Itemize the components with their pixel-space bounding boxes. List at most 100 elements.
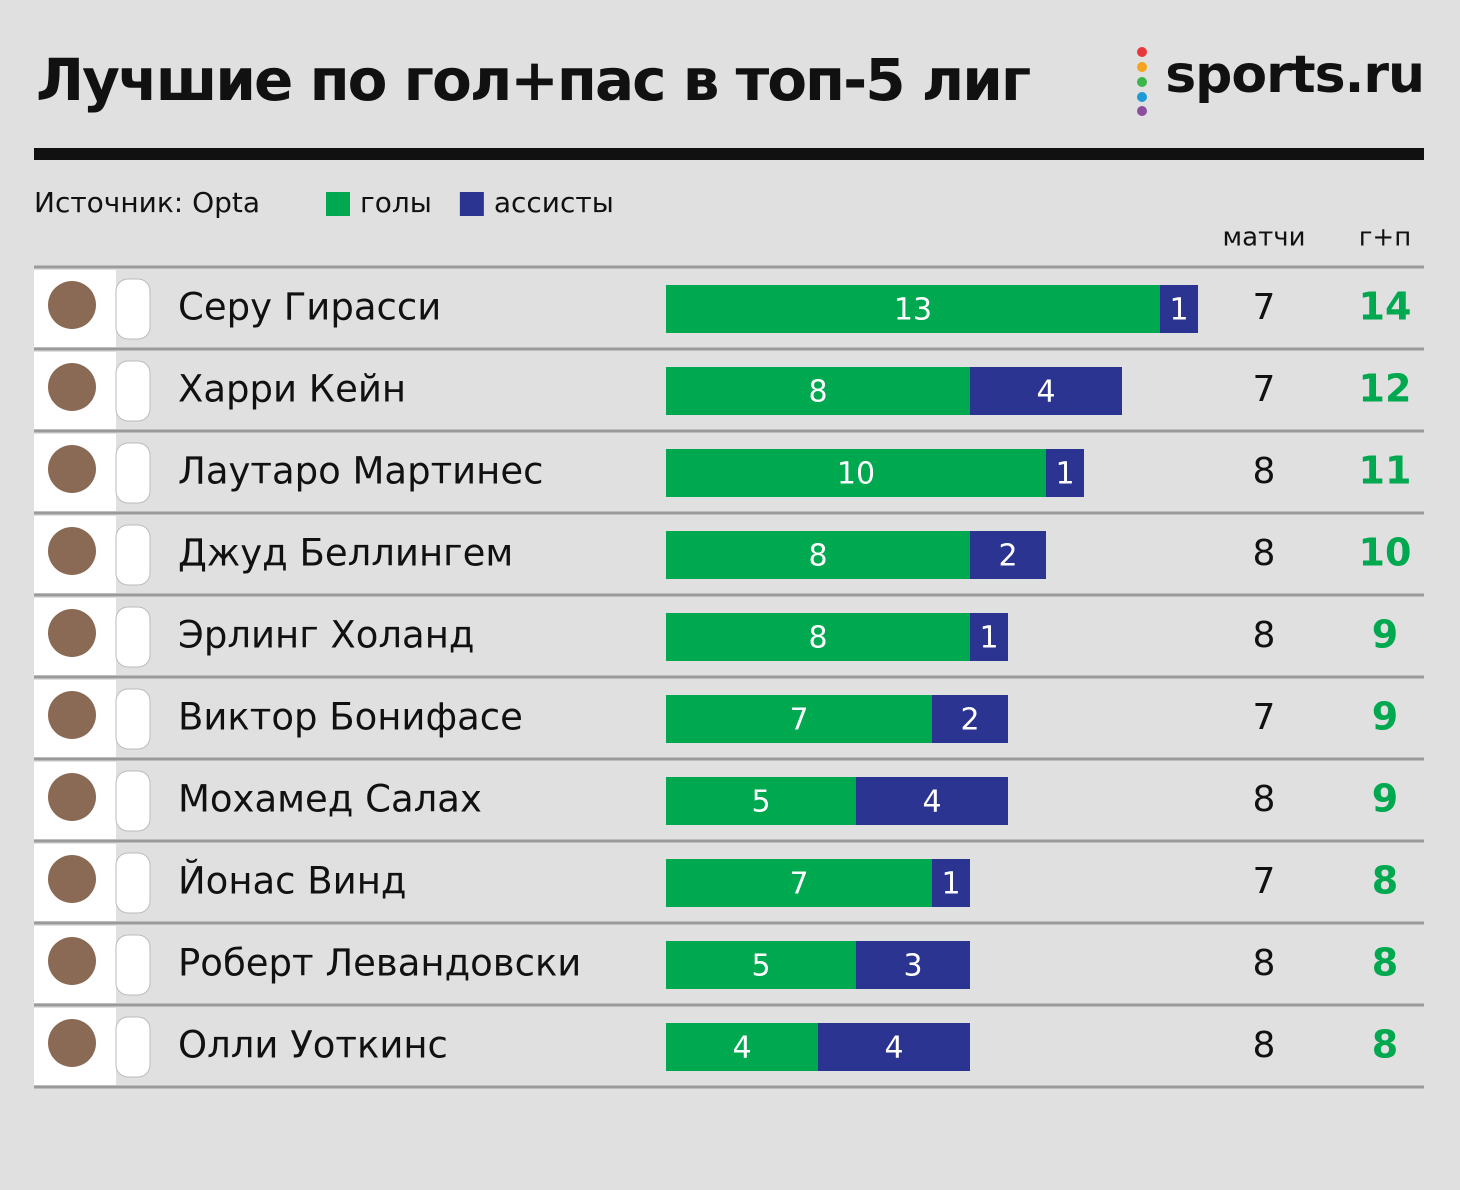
club-badge (115, 852, 151, 914)
total: 11 (1359, 449, 1412, 493)
column-header: матчи (1223, 223, 1306, 253)
player-head (48, 773, 96, 821)
player-name: Мохамед Салах (178, 778, 482, 821)
club-badge (115, 770, 151, 832)
bar-segment (970, 367, 1122, 415)
bar-label: 5 (751, 949, 770, 984)
matches: 8 (1253, 615, 1276, 656)
player-head (48, 445, 96, 493)
club-badge (115, 606, 151, 668)
total: 10 (1359, 531, 1412, 575)
bar-segment (666, 941, 856, 989)
bar-label: 7 (789, 703, 808, 738)
total: 12 (1359, 367, 1412, 411)
bar-segment (666, 859, 932, 907)
bar-label: 4 (884, 1031, 903, 1066)
legend-swatch (459, 192, 484, 216)
bar-label: 5 (751, 785, 770, 820)
player-head (48, 691, 96, 739)
chart-title: Лучшие по гол+пас в топ-5 лиг (36, 46, 1030, 114)
total: 9 (1372, 695, 1398, 739)
bar-label: 13 (894, 293, 932, 328)
matches: 8 (1253, 451, 1276, 492)
bar-segment (666, 367, 970, 415)
bar-label: 2 (998, 539, 1017, 574)
bar-label: 1 (1055, 457, 1074, 492)
club-badge (115, 442, 151, 504)
source: Источник: Opta (34, 186, 260, 219)
player-head (48, 937, 96, 985)
legend-label: ассисты (494, 186, 614, 219)
bar-segment (970, 613, 1008, 661)
legend-swatch (326, 192, 350, 216)
total: 9 (1372, 777, 1398, 821)
bar-segment (666, 1023, 818, 1071)
brand: sports.ru (1165, 45, 1424, 105)
bar-label: 10 (837, 457, 875, 492)
player-head (48, 609, 96, 657)
matches: 8 (1253, 1025, 1276, 1066)
club-badge (115, 278, 151, 340)
bar-label: 4 (922, 785, 941, 820)
bar-segment (666, 777, 856, 825)
matches: 8 (1253, 779, 1276, 820)
player-name: Роберт Левандовски (178, 942, 581, 985)
matches: 8 (1253, 533, 1276, 574)
bar-label: 4 (732, 1031, 751, 1066)
bar-segment (1046, 449, 1084, 497)
club-badge (115, 524, 151, 586)
total: 8 (1372, 1023, 1398, 1067)
bar-segment (856, 941, 970, 989)
bar-segment (932, 859, 970, 907)
bar-segment (666, 695, 932, 743)
matches: 7 (1253, 861, 1276, 902)
club-badge (115, 360, 151, 422)
bar-segment (666, 449, 1046, 497)
player-name: Эрлинг Холанд (178, 614, 475, 657)
column-header: г+п (1359, 223, 1411, 253)
player-name: Виктор Бонифасе (178, 696, 523, 739)
bar-label: 1 (941, 867, 960, 902)
matches: 8 (1253, 943, 1276, 984)
player-head (48, 363, 96, 411)
player-head (48, 281, 96, 329)
player-name: Харри Кейн (178, 368, 406, 411)
bar-segment (666, 613, 970, 661)
bar-label: 4 (1036, 375, 1055, 410)
player-name: Лаутаро Мартинес (178, 450, 543, 493)
player-name: Джуд Беллингем (178, 532, 513, 575)
legend-label: голы (360, 186, 432, 219)
total: 8 (1372, 859, 1398, 903)
club-badge (115, 934, 151, 996)
bar-segment (818, 1023, 970, 1071)
player-name: Олли Уоткинс (178, 1024, 448, 1067)
total: 14 (1359, 285, 1412, 329)
bar-segment (856, 777, 1008, 825)
bar-label: 7 (789, 867, 808, 902)
bar-label: 8 (808, 621, 827, 656)
total: 8 (1372, 941, 1398, 985)
club-badge (115, 688, 151, 750)
bar-label: 1 (979, 621, 998, 656)
title-rule (34, 148, 1424, 160)
brand-dots (1137, 47, 1147, 116)
bar-label: 1 (1169, 293, 1188, 328)
bar-label: 3 (903, 949, 922, 984)
matches: 7 (1253, 369, 1276, 410)
player-name: Йонас Винд (178, 859, 407, 903)
matches: 7 (1253, 287, 1276, 328)
bar-segment (666, 531, 970, 579)
total: 9 (1372, 613, 1398, 657)
player-head (48, 855, 96, 903)
bar-segment (970, 531, 1046, 579)
player-head (48, 527, 96, 575)
bar-segment (666, 285, 1160, 333)
bar-segment (932, 695, 1008, 743)
club-badge (115, 1016, 151, 1078)
player-head (48, 1019, 96, 1067)
bar-segment (1160, 285, 1198, 333)
bar-label: 2 (960, 703, 979, 738)
player-name: Серу Гирасси (178, 286, 441, 329)
matches: 7 (1253, 697, 1276, 738)
